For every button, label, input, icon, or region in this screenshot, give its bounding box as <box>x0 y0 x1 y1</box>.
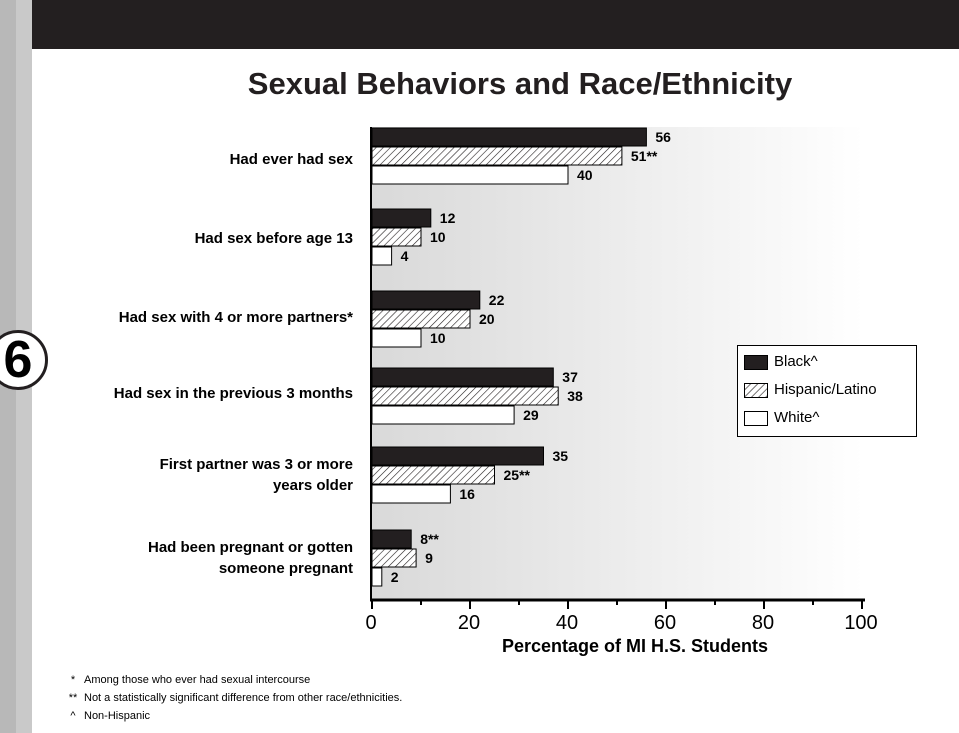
footnote-mark: ^ <box>70 710 76 722</box>
bar-value-label: 37 <box>562 369 578 385</box>
bar-white <box>371 165 569 185</box>
bar-black <box>371 127 647 147</box>
bar-black <box>371 208 432 228</box>
category-label: Had ever had sex <box>229 151 353 168</box>
category-label: someone pregnant <box>218 560 353 577</box>
bar-value-label: 20 <box>479 311 495 327</box>
footnote-text: Not a statistically significant differen… <box>84 692 403 704</box>
bar-value-label: 9 <box>425 550 433 566</box>
footnote: ** Not a statistically significant differ… <box>62 692 403 704</box>
bar-value-label: 40 <box>577 167 593 183</box>
bar-hispanic <box>371 227 422 247</box>
bar-black <box>371 367 554 387</box>
bar-value-label: 51** <box>631 148 658 164</box>
x-tick-label: 20 <box>457 612 481 634</box>
legend-label: Black^ <box>774 353 818 370</box>
bar-value-label: 38 <box>567 388 583 404</box>
header-bar <box>32 0 959 49</box>
chart-title: Sexual Behaviors and Race/Ethnicity <box>247 66 793 101</box>
bar-white <box>371 246 393 266</box>
bar-white <box>371 328 422 348</box>
category-label: Had sex in the previous 3 months <box>113 385 353 402</box>
bar-value-label: 8** <box>420 531 439 547</box>
bar-value-label: 22 <box>489 292 505 308</box>
bar-white <box>371 405 515 425</box>
bar-hispanic <box>371 146 623 166</box>
legend-swatch-hatched <box>744 383 768 398</box>
footnote-text: Non-Hispanic <box>84 710 151 722</box>
x-tick-label: 40 <box>555 612 579 634</box>
category-label: First partner was 3 or more <box>159 456 353 473</box>
bar-hispanic <box>371 548 417 568</box>
category-label: Had been pregnant or gotten <box>147 539 353 556</box>
bar-value-label: 16 <box>459 486 475 502</box>
bar-hispanic <box>371 465 495 485</box>
bar-value-label: 56 <box>655 129 671 145</box>
bar-value-label: 25** <box>504 467 531 483</box>
footnote: ^ Non-Hispanic <box>62 710 150 722</box>
bar-black <box>371 529 412 549</box>
legend-swatch-open <box>744 411 768 426</box>
bar-value-label: 35 <box>553 448 569 464</box>
bar-white <box>371 567 383 587</box>
footnote-mark: * <box>70 674 76 686</box>
legend-swatch-solid <box>744 355 768 370</box>
bar-value-label: 2 <box>391 569 399 585</box>
bar-hispanic <box>371 309 471 329</box>
legend-label: Hispanic/Latino <box>774 381 877 398</box>
footnote-mark: ** <box>68 692 78 704</box>
footnote-text: Among those who ever had sexual intercou… <box>84 674 311 686</box>
x-tick-label: 100 <box>844 612 878 634</box>
bar-hispanic <box>371 386 559 406</box>
x-axis-label: Percentage of MI H.S. Students <box>501 636 769 656</box>
category-label: years older <box>272 477 353 494</box>
bar-value-label: 4 <box>401 248 409 264</box>
bar-white <box>371 484 451 504</box>
bar-black <box>371 446 544 466</box>
bar-value-label: 12 <box>440 210 456 226</box>
page-number-badge: 6 <box>0 330 48 390</box>
legend-label: White^ <box>774 409 820 426</box>
category-label: Had sex before age 13 <box>194 230 353 247</box>
x-tick-label: 0 <box>365 612 377 634</box>
bar-black <box>371 290 481 310</box>
bar-value-label: 10 <box>430 330 446 346</box>
x-tick-label: 80 <box>751 612 775 634</box>
legend: Black^ Hispanic/Latino White^ <box>737 345 917 437</box>
footnote: * Among those who ever had sexual interco… <box>62 674 310 686</box>
bar-value-label: 10 <box>430 229 446 245</box>
x-tick-label: 60 <box>653 612 677 634</box>
bar-value-label: 29 <box>523 407 539 423</box>
category-label: Had sex with 4 or more partners* <box>118 309 353 326</box>
